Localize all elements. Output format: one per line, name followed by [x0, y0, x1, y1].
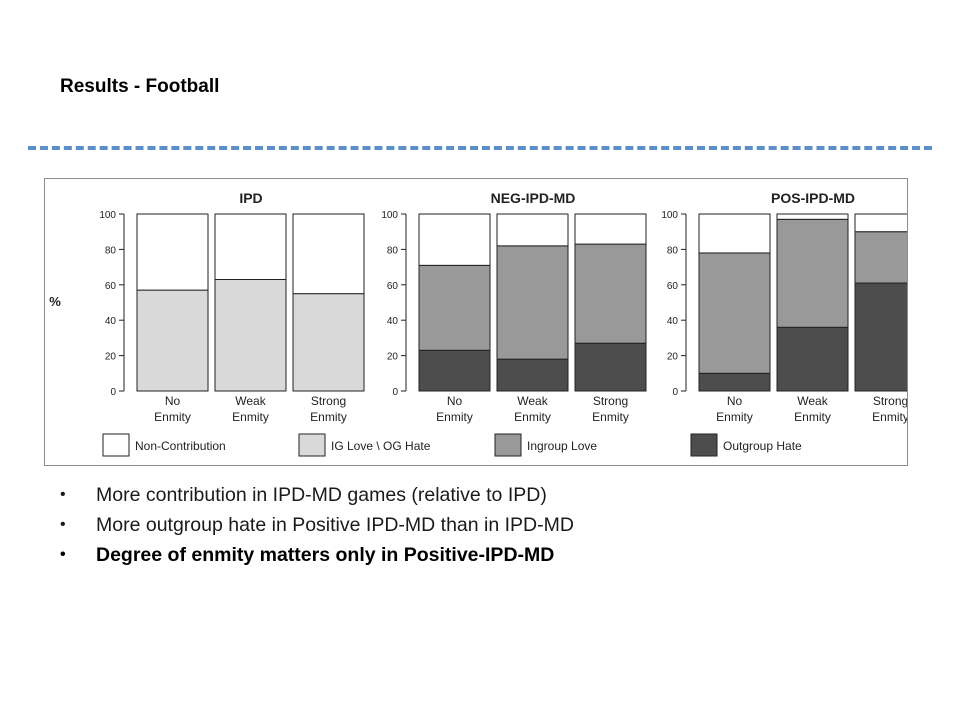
y-tick-label: 100: [381, 210, 398, 221]
bullet-list: • More contribution in IPD-MD games (rel…: [60, 482, 574, 572]
bar-segment: [854, 231, 907, 284]
bar-segment: [418, 349, 491, 392]
bar-segment: [418, 264, 491, 351]
chart-canvas: IPD 0 20 40 60 80 100 No Enmity Weak Enmity Strong E…: [49, 190, 907, 457]
bullet-icon: •: [60, 486, 66, 503]
x-tick-label: Enmity: [436, 410, 473, 424]
y-tick-label: 40: [105, 316, 117, 327]
x-tick-label: Weak: [517, 394, 548, 408]
x-tick-label: Weak: [235, 394, 266, 408]
y-tick-label: 20: [105, 352, 117, 363]
x-tick-label: Enmity: [154, 410, 191, 424]
panel-title: NEG-IPD-MD: [491, 190, 576, 206]
bar-segment: [698, 213, 771, 254]
bullet-item: • Degree of enmity matters only in Posit…: [60, 542, 574, 572]
x-tick-label: No: [165, 394, 181, 408]
bullet-text: More contribution in IPD-MD games (relat…: [96, 484, 547, 506]
y-tick-label: 40: [667, 316, 679, 327]
y-tick-label: 80: [105, 245, 117, 256]
y-tick-label: 80: [667, 245, 679, 256]
x-tick-label: Enmity: [716, 410, 753, 424]
bullet-item: • More outgroup hate in Positive IPD-MD …: [60, 512, 574, 542]
bar-segment: [496, 213, 569, 247]
x-tick-label: No: [727, 394, 743, 408]
y-axis-label: %: [49, 294, 61, 309]
bar-segment: [136, 213, 209, 291]
y-tick-label: 60: [105, 281, 117, 292]
x-tick-label: Enmity: [514, 410, 551, 424]
bar-segment: [418, 213, 491, 266]
bar-segment: [496, 358, 569, 392]
bar-segment: [776, 218, 849, 328]
bar-segment: [292, 293, 365, 392]
x-tick-label: Strong: [593, 394, 628, 408]
y-tick-label: 100: [99, 210, 116, 221]
x-tick-label: No: [447, 394, 463, 408]
y-tick-label: 80: [387, 245, 399, 256]
bullet-item: • More contribution in IPD-MD games (rel…: [60, 482, 574, 512]
legend-label: Non-Contribution: [135, 439, 226, 453]
bullet-text: More outgroup hate in Positive IPD-MD th…: [96, 514, 574, 536]
bar-segment: [776, 213, 849, 220]
bar-segment: [496, 245, 569, 360]
bar-segment: [292, 213, 365, 295]
legend-swatch: [494, 433, 522, 457]
legend-label: Ingroup Love: [527, 439, 597, 453]
x-tick-label: Strong: [873, 394, 907, 408]
legend-swatch: [102, 433, 130, 457]
panel-title: IPD: [239, 190, 262, 206]
bullet-icon: •: [60, 546, 66, 563]
x-tick-label: Enmity: [872, 410, 907, 424]
panel-title: POS-IPD-MD: [771, 190, 855, 206]
bar-segment: [214, 213, 287, 280]
legend-swatch: [690, 433, 718, 457]
bar-segment: [698, 252, 771, 374]
x-tick-label: Strong: [311, 394, 346, 408]
bar-segment: [776, 326, 849, 392]
x-tick-label: Enmity: [592, 410, 629, 424]
x-tick-label: Weak: [797, 394, 828, 408]
bar-segment: [214, 278, 287, 392]
x-tick-label: Enmity: [310, 410, 347, 424]
y-tick-label: 60: [667, 281, 679, 292]
y-tick-label: 0: [672, 387, 678, 398]
y-tick-label: 0: [392, 387, 398, 398]
bullet-icon: •: [60, 516, 66, 533]
bar-segment: [574, 342, 647, 392]
y-tick-label: 20: [667, 352, 679, 363]
legend-swatch: [298, 433, 326, 457]
bar-segment: [136, 289, 209, 392]
legend-label: Outgroup Hate: [723, 439, 802, 453]
y-tick-label: 100: [661, 210, 678, 221]
x-tick-label: Enmity: [794, 410, 831, 424]
slide-title: Results - Football: [60, 76, 220, 97]
bullet-text: Degree of enmity matters only in Positiv…: [96, 544, 555, 566]
bar-segment: [574, 213, 647, 245]
y-tick-label: 20: [387, 352, 399, 363]
stacked-bar-figure: IPD 0 20 40 60 80 100 No Enmity Weak Enmity Strong E…: [44, 178, 908, 466]
y-tick-label: 40: [387, 316, 399, 327]
bar-segment: [854, 282, 907, 392]
y-tick-label: 0: [110, 387, 116, 398]
bar-segment: [854, 213, 907, 233]
bar-segment: [574, 243, 647, 344]
bar-segment: [698, 372, 771, 392]
legend-label: IG Love \ OG Hate: [331, 439, 431, 453]
dashed-divider: [28, 146, 932, 150]
x-tick-label: Enmity: [232, 410, 269, 424]
y-tick-label: 60: [387, 281, 399, 292]
